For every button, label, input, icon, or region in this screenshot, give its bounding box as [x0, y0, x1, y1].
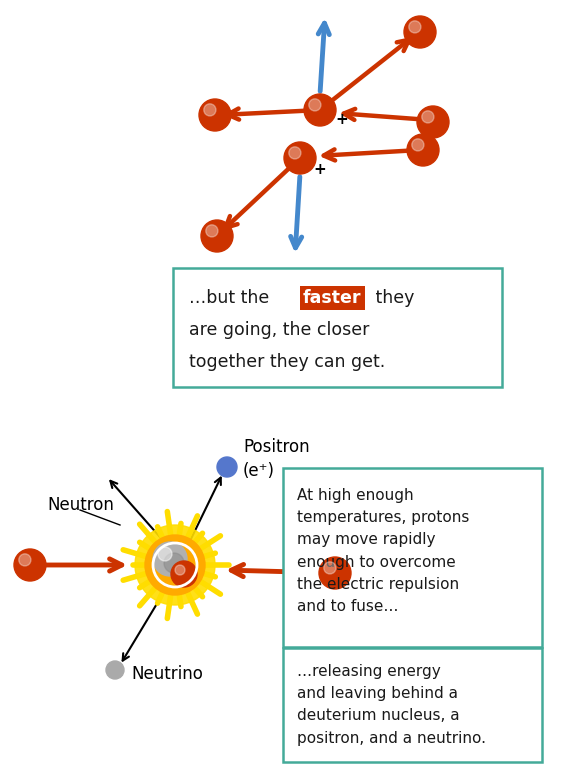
Circle shape — [153, 542, 187, 576]
Text: Neutron: Neutron — [47, 496, 114, 514]
Text: …but the: …but the — [189, 289, 275, 307]
Circle shape — [14, 549, 46, 581]
Text: +: + — [336, 113, 348, 127]
Text: they: they — [370, 289, 414, 307]
Text: Neutrino: Neutrino — [131, 665, 203, 683]
Circle shape — [201, 220, 233, 252]
Circle shape — [409, 21, 421, 33]
Circle shape — [324, 562, 336, 574]
FancyBboxPatch shape — [283, 468, 542, 647]
Circle shape — [289, 147, 301, 159]
Circle shape — [106, 661, 124, 679]
Circle shape — [135, 525, 215, 605]
Circle shape — [407, 134, 439, 166]
Text: are going, the closer: are going, the closer — [189, 321, 369, 339]
Circle shape — [199, 99, 231, 131]
Circle shape — [204, 104, 216, 116]
Circle shape — [19, 554, 31, 566]
Text: At high enough
temperatures, protons
may move rapidly
enough to overcome
the ele: At high enough temperatures, protons may… — [297, 488, 469, 614]
Circle shape — [412, 139, 424, 151]
Circle shape — [164, 553, 184, 573]
FancyBboxPatch shape — [283, 648, 542, 762]
Text: together they can get.: together they can get. — [189, 353, 385, 371]
Circle shape — [404, 16, 436, 48]
Circle shape — [304, 94, 336, 126]
Text: +: + — [314, 162, 327, 178]
Circle shape — [217, 457, 237, 477]
Circle shape — [171, 561, 197, 587]
Circle shape — [206, 225, 218, 237]
Circle shape — [145, 535, 205, 595]
Circle shape — [284, 142, 316, 174]
Circle shape — [175, 565, 185, 575]
Text: faster: faster — [303, 289, 361, 307]
Circle shape — [422, 111, 434, 123]
Text: …releasing energy
and leaving behind a
deuterium nucleus, a
positron, and a neut: …releasing energy and leaving behind a d… — [297, 664, 486, 746]
Circle shape — [417, 106, 449, 138]
Circle shape — [319, 557, 351, 589]
Circle shape — [309, 99, 321, 111]
FancyBboxPatch shape — [173, 268, 502, 387]
Circle shape — [158, 547, 172, 561]
Text: Positron
(e⁺): Positron (e⁺) — [243, 438, 310, 480]
